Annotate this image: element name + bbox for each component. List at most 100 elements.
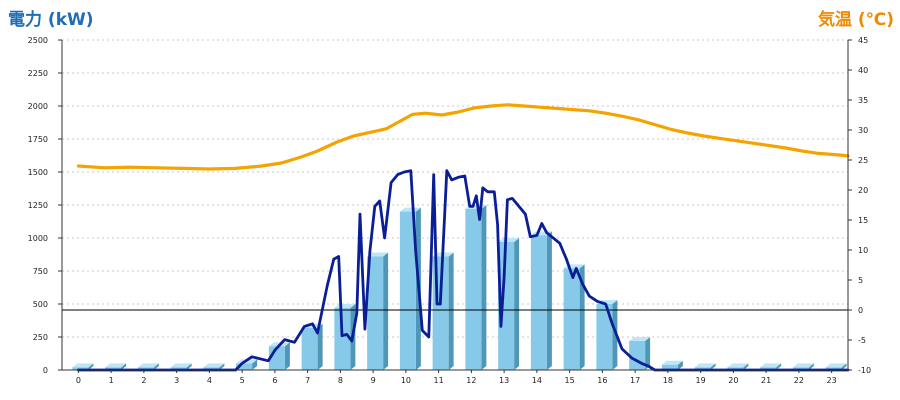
x-tick-label: 3 <box>174 376 179 385</box>
x-tick-label: 1 <box>109 376 114 385</box>
x-tick-label: 8 <box>338 376 343 385</box>
power-bar-side <box>481 204 487 370</box>
x-tick-label: 5 <box>240 376 245 385</box>
power-bar-front <box>334 307 351 370</box>
tick-label-layer: 02505007501000125015001750200022502500-1… <box>28 36 871 385</box>
power-bar-top <box>399 207 421 212</box>
x-tick-label: 7 <box>305 376 310 385</box>
right-tick-label: 0 <box>858 306 863 315</box>
power-bar <box>465 204 487 370</box>
left-tick-label: 1250 <box>28 201 48 210</box>
power-bar-front <box>301 327 318 370</box>
x-tick-label: 0 <box>76 376 81 385</box>
x-tick-label: 23 <box>827 376 837 385</box>
power-bar-front <box>236 363 253 370</box>
x-tick-label: 13 <box>499 376 509 385</box>
power-bar-side <box>808 363 814 370</box>
power-bar-side <box>219 363 225 370</box>
power-bar-side <box>252 359 258 370</box>
axis-layer <box>58 39 852 373</box>
power-bar-side <box>317 323 323 370</box>
power-bar-side <box>514 237 520 370</box>
power-bar-side <box>710 363 716 370</box>
left-tick-label: 250 <box>33 333 48 342</box>
x-tick-label: 2 <box>141 376 146 385</box>
power-bar-front <box>563 268 580 370</box>
power-bar-side <box>284 342 290 370</box>
right-tick-label: 30 <box>858 126 868 135</box>
power-bar-front <box>629 340 646 370</box>
x-tick-label: 15 <box>565 376 575 385</box>
power-bar-top <box>760 363 782 368</box>
power-bar-front <box>530 235 547 370</box>
power-bar-side <box>841 363 847 370</box>
power-bar <box>661 360 683 370</box>
x-tick-label: 10 <box>401 376 411 385</box>
x-tick-label: 9 <box>371 376 376 385</box>
power-bar-top <box>661 360 683 365</box>
power-bar-side <box>579 264 585 370</box>
right-tick-label: -10 <box>858 366 871 375</box>
x-tick-label: 6 <box>272 376 277 385</box>
power-bar-top <box>792 363 814 368</box>
right-tick-label: 5 <box>858 276 863 285</box>
power-bar-top <box>727 363 749 368</box>
power-bar-side <box>645 336 651 370</box>
x-tick-label: 4 <box>207 376 212 385</box>
line-layer <box>76 103 850 372</box>
temperature-line <box>76 103 850 171</box>
power-bar <box>530 231 552 370</box>
x-tick-label: 11 <box>434 376 444 385</box>
power-bar-side <box>153 363 159 370</box>
power-bar-top <box>72 363 94 368</box>
right-tick-label: 20 <box>858 186 868 195</box>
power-bar-side <box>88 363 94 370</box>
left-tick-label: 1750 <box>28 135 48 144</box>
power-bar <box>563 264 585 370</box>
power-bar-side <box>677 360 683 370</box>
grid-layer <box>62 39 848 338</box>
power-bar-side <box>743 363 749 370</box>
power-bar-top <box>825 363 847 368</box>
x-tick-label: 22 <box>794 376 804 385</box>
left-tick-label: 750 <box>33 267 48 276</box>
x-tick-label: 17 <box>630 376 640 385</box>
power-bar-side <box>383 252 389 370</box>
left-tick-label: 500 <box>33 300 48 309</box>
power-bar <box>498 237 520 370</box>
right-tick-label: -5 <box>858 336 866 345</box>
x-tick-label: 16 <box>597 376 607 385</box>
right-tick-label: 25 <box>858 156 868 165</box>
x-tick-label: 20 <box>728 376 738 385</box>
power-bar-side <box>776 363 782 370</box>
power-bar-side <box>121 363 127 370</box>
power-bar <box>399 207 421 370</box>
power-bar-top <box>498 237 520 242</box>
power-bar-front <box>367 256 384 370</box>
power-bar-side <box>546 231 552 370</box>
power-bar-front <box>661 364 678 370</box>
x-tick-label: 21 <box>761 376 771 385</box>
left-tick-label: 2250 <box>28 69 48 78</box>
power-bar-top <box>367 252 389 257</box>
power-bar-top <box>629 336 651 341</box>
left-tick-label: 0 <box>43 366 48 375</box>
right-tick-label: 40 <box>858 66 868 75</box>
power-bar-top <box>105 363 127 368</box>
power-bar-top <box>694 363 716 368</box>
right-tick-label: 10 <box>858 246 868 255</box>
left-tick-label: 1500 <box>28 168 48 177</box>
power-bar-front <box>399 211 416 370</box>
power-bar-side <box>448 252 454 370</box>
power-bar-front <box>596 304 613 370</box>
power-bar-top <box>137 363 159 368</box>
x-tick-label: 14 <box>532 376 542 385</box>
right-tick-label: 15 <box>858 216 868 225</box>
power-bar-top <box>170 363 192 368</box>
left-axis-title: 電力 (kW) <box>8 10 94 30</box>
left-tick-label: 1000 <box>28 234 48 243</box>
power-bar-front <box>498 241 515 370</box>
power-line <box>77 169 850 372</box>
power-bar-side <box>186 363 192 370</box>
